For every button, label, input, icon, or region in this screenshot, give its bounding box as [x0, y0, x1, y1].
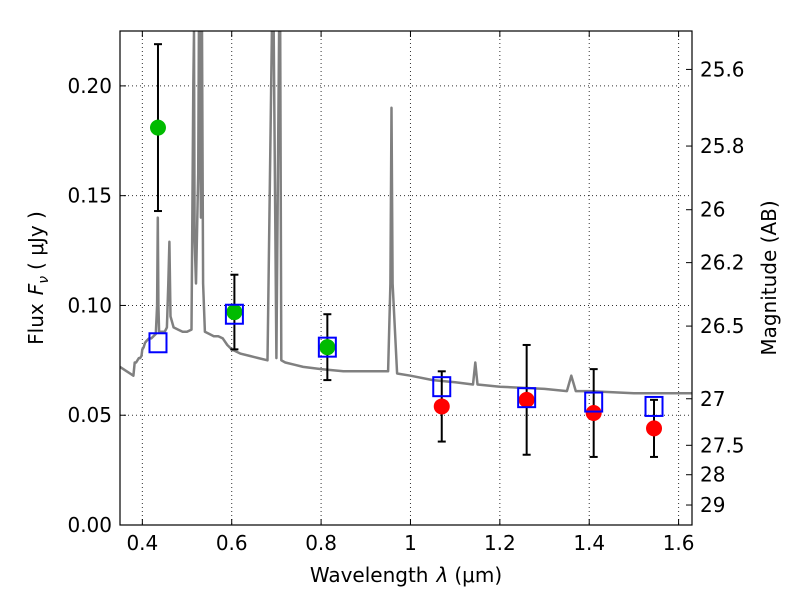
observed-infrared-point	[585, 405, 602, 422]
model-photometry-square	[644, 395, 664, 417]
x-tick-label: 0.4	[126, 531, 158, 555]
y-tick-label: 0.00	[67, 513, 112, 537]
x-tick-label: 1.2	[484, 531, 516, 555]
right-tick-label: 26.2	[700, 251, 745, 275]
x-tick-label: 0.6	[216, 531, 248, 555]
y-tick-label: 0.10	[67, 293, 112, 317]
right-tick-label: 28	[700, 463, 725, 487]
right-tick-label: 29	[700, 493, 725, 517]
right-tick-label: 25.8	[700, 134, 745, 158]
data-points	[148, 43, 664, 458]
x-tick-label: 0.8	[305, 531, 337, 555]
plot-frame	[119, 30, 693, 526]
model-photometry-square	[224, 303, 244, 325]
x-tick-label: 1	[404, 531, 417, 555]
x-axis-label: Wavelength λ (μm)	[310, 563, 502, 587]
observed-infrared-point	[433, 398, 450, 415]
axis-ticks: 0.4 0.6 0.8 1 1.2 1.4 1.6 0.00 0.05 0.10 0.15 0.20 2…	[67, 31, 745, 555]
y-tick-label: 0.20	[67, 74, 112, 98]
x-tick-label: 1.6	[663, 531, 695, 555]
y-tick-label: 0.05	[67, 403, 112, 427]
y-axis-label: FluxFν( μJy )	[24, 211, 52, 345]
observed-infrared-point	[518, 391, 535, 408]
right-tick-label: 25.6	[700, 57, 745, 81]
observed-optical-point	[149, 119, 166, 136]
right-tick-label: 26	[700, 198, 725, 222]
grid-lines	[120, 31, 692, 526]
model-photometry-square	[517, 387, 537, 409]
right-axis-label: Magnitude (AB)	[757, 200, 781, 355]
observed-infrared-point	[646, 420, 663, 437]
right-tick-label: 27.5	[700, 433, 745, 457]
observed-optical-point	[226, 304, 243, 321]
model-photometry-square	[432, 376, 452, 398]
x-tick-label: 1.4	[573, 531, 605, 555]
observed-optical-point	[319, 339, 336, 356]
y-tick-label: 0.15	[67, 184, 112, 208]
model-photometry-square	[148, 332, 168, 354]
model-spectrum	[120, 31, 692, 395]
model-photometry-square	[584, 391, 604, 413]
spectrum-line	[120, 31, 692, 395]
right-tick-label: 27	[700, 387, 725, 411]
right-tick-label: 26.5	[700, 314, 745, 338]
model-photometry-square	[317, 336, 337, 358]
